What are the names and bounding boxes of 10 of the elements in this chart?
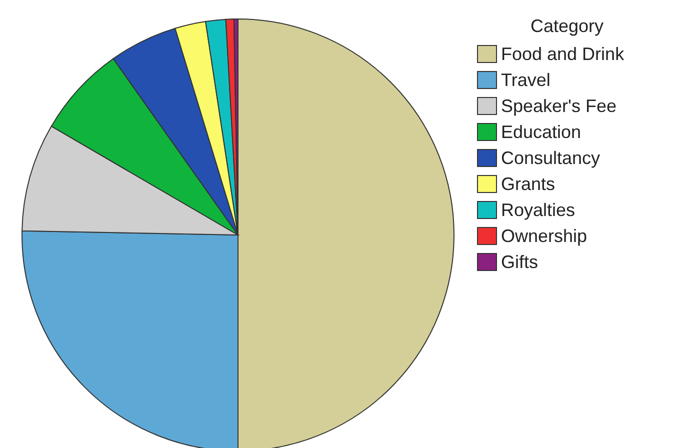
- legend-title: Category: [529, 16, 605, 37]
- legend-label: Gifts: [501, 252, 538, 272]
- legend-label: Education: [501, 122, 582, 142]
- legend-label: Consultancy: [501, 148, 600, 168]
- legend-label: Grants: [501, 174, 556, 194]
- legend-label: Speaker's Fee: [501, 96, 616, 116]
- legend-label: Food and Drink: [501, 44, 624, 64]
- legend-label: Royalties: [501, 200, 576, 220]
- legend-label: Ownership: [501, 226, 588, 246]
- legend-label: Travel: [501, 70, 550, 90]
